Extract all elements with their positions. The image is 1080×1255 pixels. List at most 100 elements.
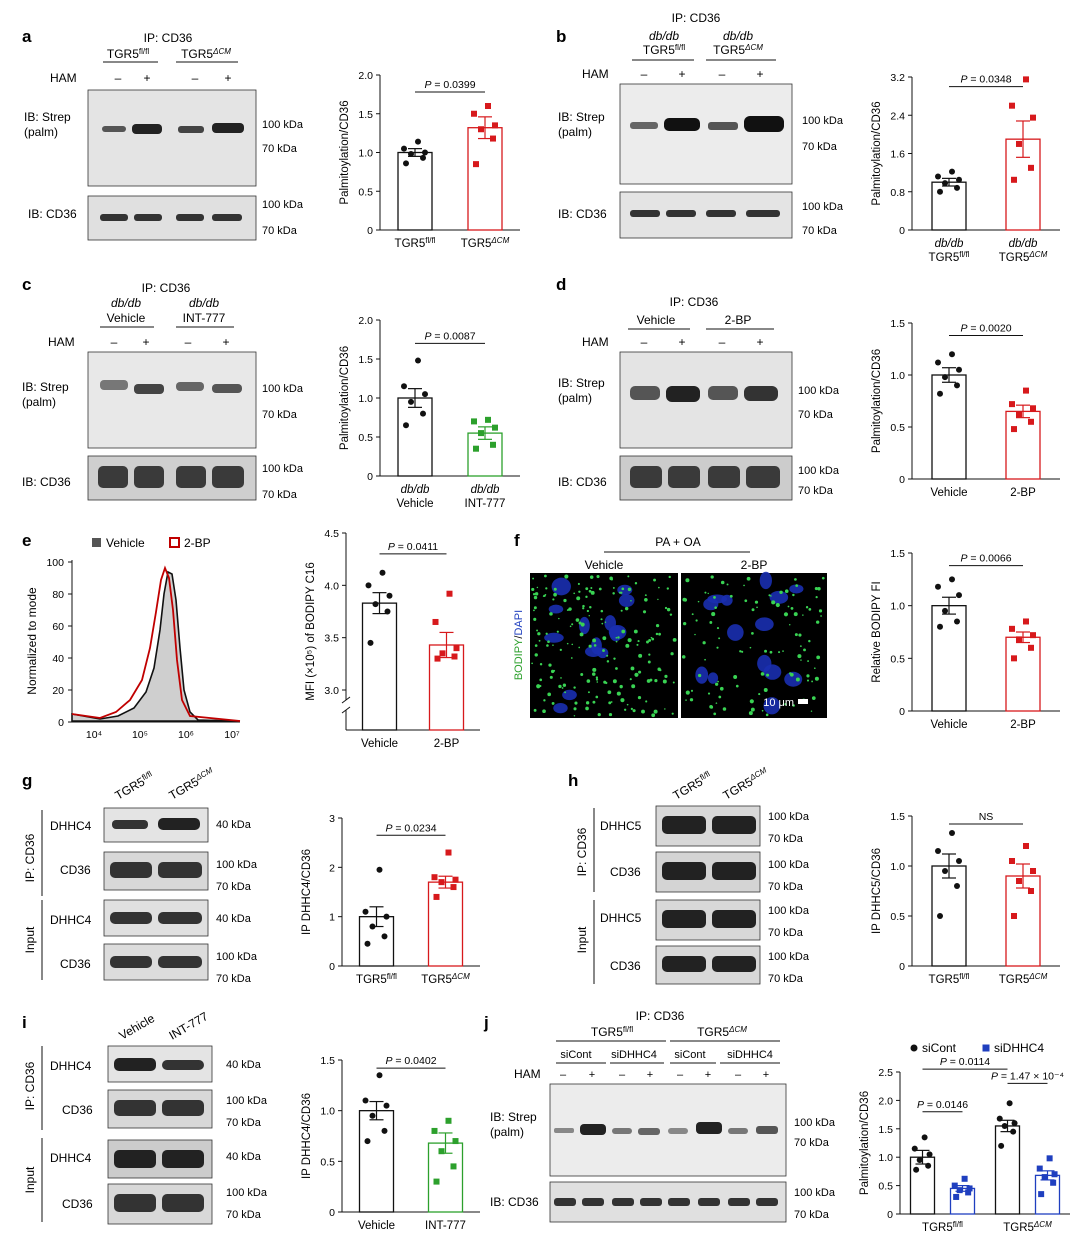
data-point (935, 173, 941, 180)
data-point (490, 441, 496, 448)
ham-sign: + (763, 1069, 769, 1081)
x-category-label: TGR5ΔCM (1003, 1220, 1052, 1235)
data-point (364, 940, 371, 947)
lipid-droplet (580, 622, 585, 627)
data-point (996, 1115, 1003, 1122)
blot-band (756, 1126, 778, 1134)
significance-label: P = 0.0399 (424, 79, 475, 91)
section-label: IP: CD36 (23, 1061, 37, 1110)
x-category-label: INT-777 (465, 498, 506, 510)
x-category-label: TGR5fl/fl (395, 236, 436, 251)
lipid-droplet (552, 644, 554, 646)
blot-band (554, 1198, 576, 1206)
lipid-droplet (664, 606, 668, 610)
axis-break (341, 696, 351, 704)
panel-j: j IP: CD36 TGR5fl/fl TGR5ΔCM siCont siDH… (483, 1009, 836, 1223)
ham-sign: – (185, 335, 192, 349)
lipid-droplet (689, 698, 694, 702)
bar (994, 1125, 1021, 1215)
lipid-droplet (533, 606, 537, 610)
lipid-droplet (534, 653, 538, 657)
mw-marker: 70 kDa (802, 225, 838, 237)
lipid-droplet (749, 699, 754, 704)
blot-band (554, 1128, 574, 1133)
stain-sep: / (513, 635, 525, 639)
data-point (471, 418, 477, 425)
mw-marker: 70 kDa (768, 973, 804, 985)
lipid-droplet (685, 578, 690, 583)
lipid-droplet (766, 673, 770, 677)
blot-band (100, 380, 128, 390)
lipid-droplet (744, 599, 748, 603)
lipid-droplet (713, 596, 716, 599)
data-point (1030, 114, 1036, 121)
chart-f: 0 0.5 1.0 1.5 Relative BODIPY FI Vehicle 2-BP P… (871, 548, 1060, 731)
mw-marker: 100 kDa (794, 1117, 836, 1129)
panel-b: b IP: CD36 db/db db/db TGR5fl/fl TGR5ΔCM… (556, 11, 844, 239)
data-point (954, 382, 960, 389)
lipid-droplet (578, 590, 581, 593)
x-category-label: TGR5ΔCM (421, 972, 470, 987)
y-tick-label: 3.2 (890, 72, 905, 84)
ham-sign: – (619, 1069, 626, 1081)
blot-label: CD36 (60, 957, 91, 971)
data-point (381, 1127, 388, 1134)
bar (1005, 636, 1041, 712)
lipid-droplet (682, 621, 687, 626)
panel-c: c IP: CD36 db/db db/db Vehicle INT-777 H… (22, 275, 304, 501)
lipid-droplet (792, 704, 795, 707)
lipid-droplet (596, 574, 600, 579)
x-category-label: TGR5fl/fl (922, 1220, 963, 1235)
ham-sign: – (677, 1069, 684, 1081)
lipid-droplet (770, 595, 772, 597)
data-point (916, 1157, 923, 1164)
lipid-droplet (609, 576, 613, 581)
x-tick-label: 10⁵ (132, 729, 148, 741)
ham-sign: – (719, 335, 726, 349)
lipid-droplet (605, 681, 608, 685)
lipid-droplet (586, 679, 591, 683)
lipid-droplet (794, 633, 798, 637)
lipid-droplet (810, 710, 813, 712)
x-category-prefix: db/db (935, 238, 964, 250)
mw-marker: 70 kDa (262, 489, 298, 501)
blot-label: DHHC4 (50, 1059, 92, 1073)
lipid-droplet (669, 613, 673, 616)
y-tick-label: 0.5 (890, 911, 905, 923)
lipid-droplet (573, 592, 576, 595)
x-category-label: INT-777 (425, 1220, 466, 1232)
condition-label: PA + OA (655, 535, 700, 549)
data-point (415, 357, 421, 364)
data-point (1030, 405, 1036, 412)
y-tick: 0 (58, 717, 72, 729)
ham-sign: + (678, 67, 685, 81)
lipid-droplet (771, 600, 776, 605)
y-tick-label: 0.5 (890, 653, 905, 665)
ham-sign: – (111, 335, 118, 349)
blot-label: IB: CD36 (558, 475, 607, 489)
data-point (386, 592, 393, 599)
lipid-droplet (575, 618, 580, 622)
chart-j: 0 0.5 1.0 1.5 2.0 2.5 Palmitoylation/CD36 TGR5f… (859, 1041, 1070, 1234)
lipid-droplet (544, 594, 547, 596)
lipid-droplet (806, 679, 810, 682)
significance-label: P = 0.0114 (940, 1056, 990, 1068)
data-point (956, 1187, 963, 1194)
blot-label: CD36 (62, 1103, 93, 1117)
nucleus (789, 584, 804, 594)
lipid-droplet (625, 643, 630, 648)
data-point (434, 655, 441, 662)
group-label: 2-BP (725, 313, 752, 327)
lipid-droplet (624, 606, 629, 611)
lipid-droplet (642, 610, 647, 614)
blot-band (696, 1122, 722, 1134)
chart-a: 0 0.5 1.0 1.5 2.0 Palmitoylation/CD36 TGR5fl/f… (339, 70, 520, 250)
x-category-label: Vehicle (358, 1220, 395, 1232)
lipid-droplet (620, 698, 625, 703)
blot-band (668, 1198, 690, 1206)
data-point (1011, 913, 1017, 919)
ham-sign: – (192, 71, 199, 85)
data-point (401, 145, 407, 152)
histogram-vehicle (71, 570, 241, 722)
